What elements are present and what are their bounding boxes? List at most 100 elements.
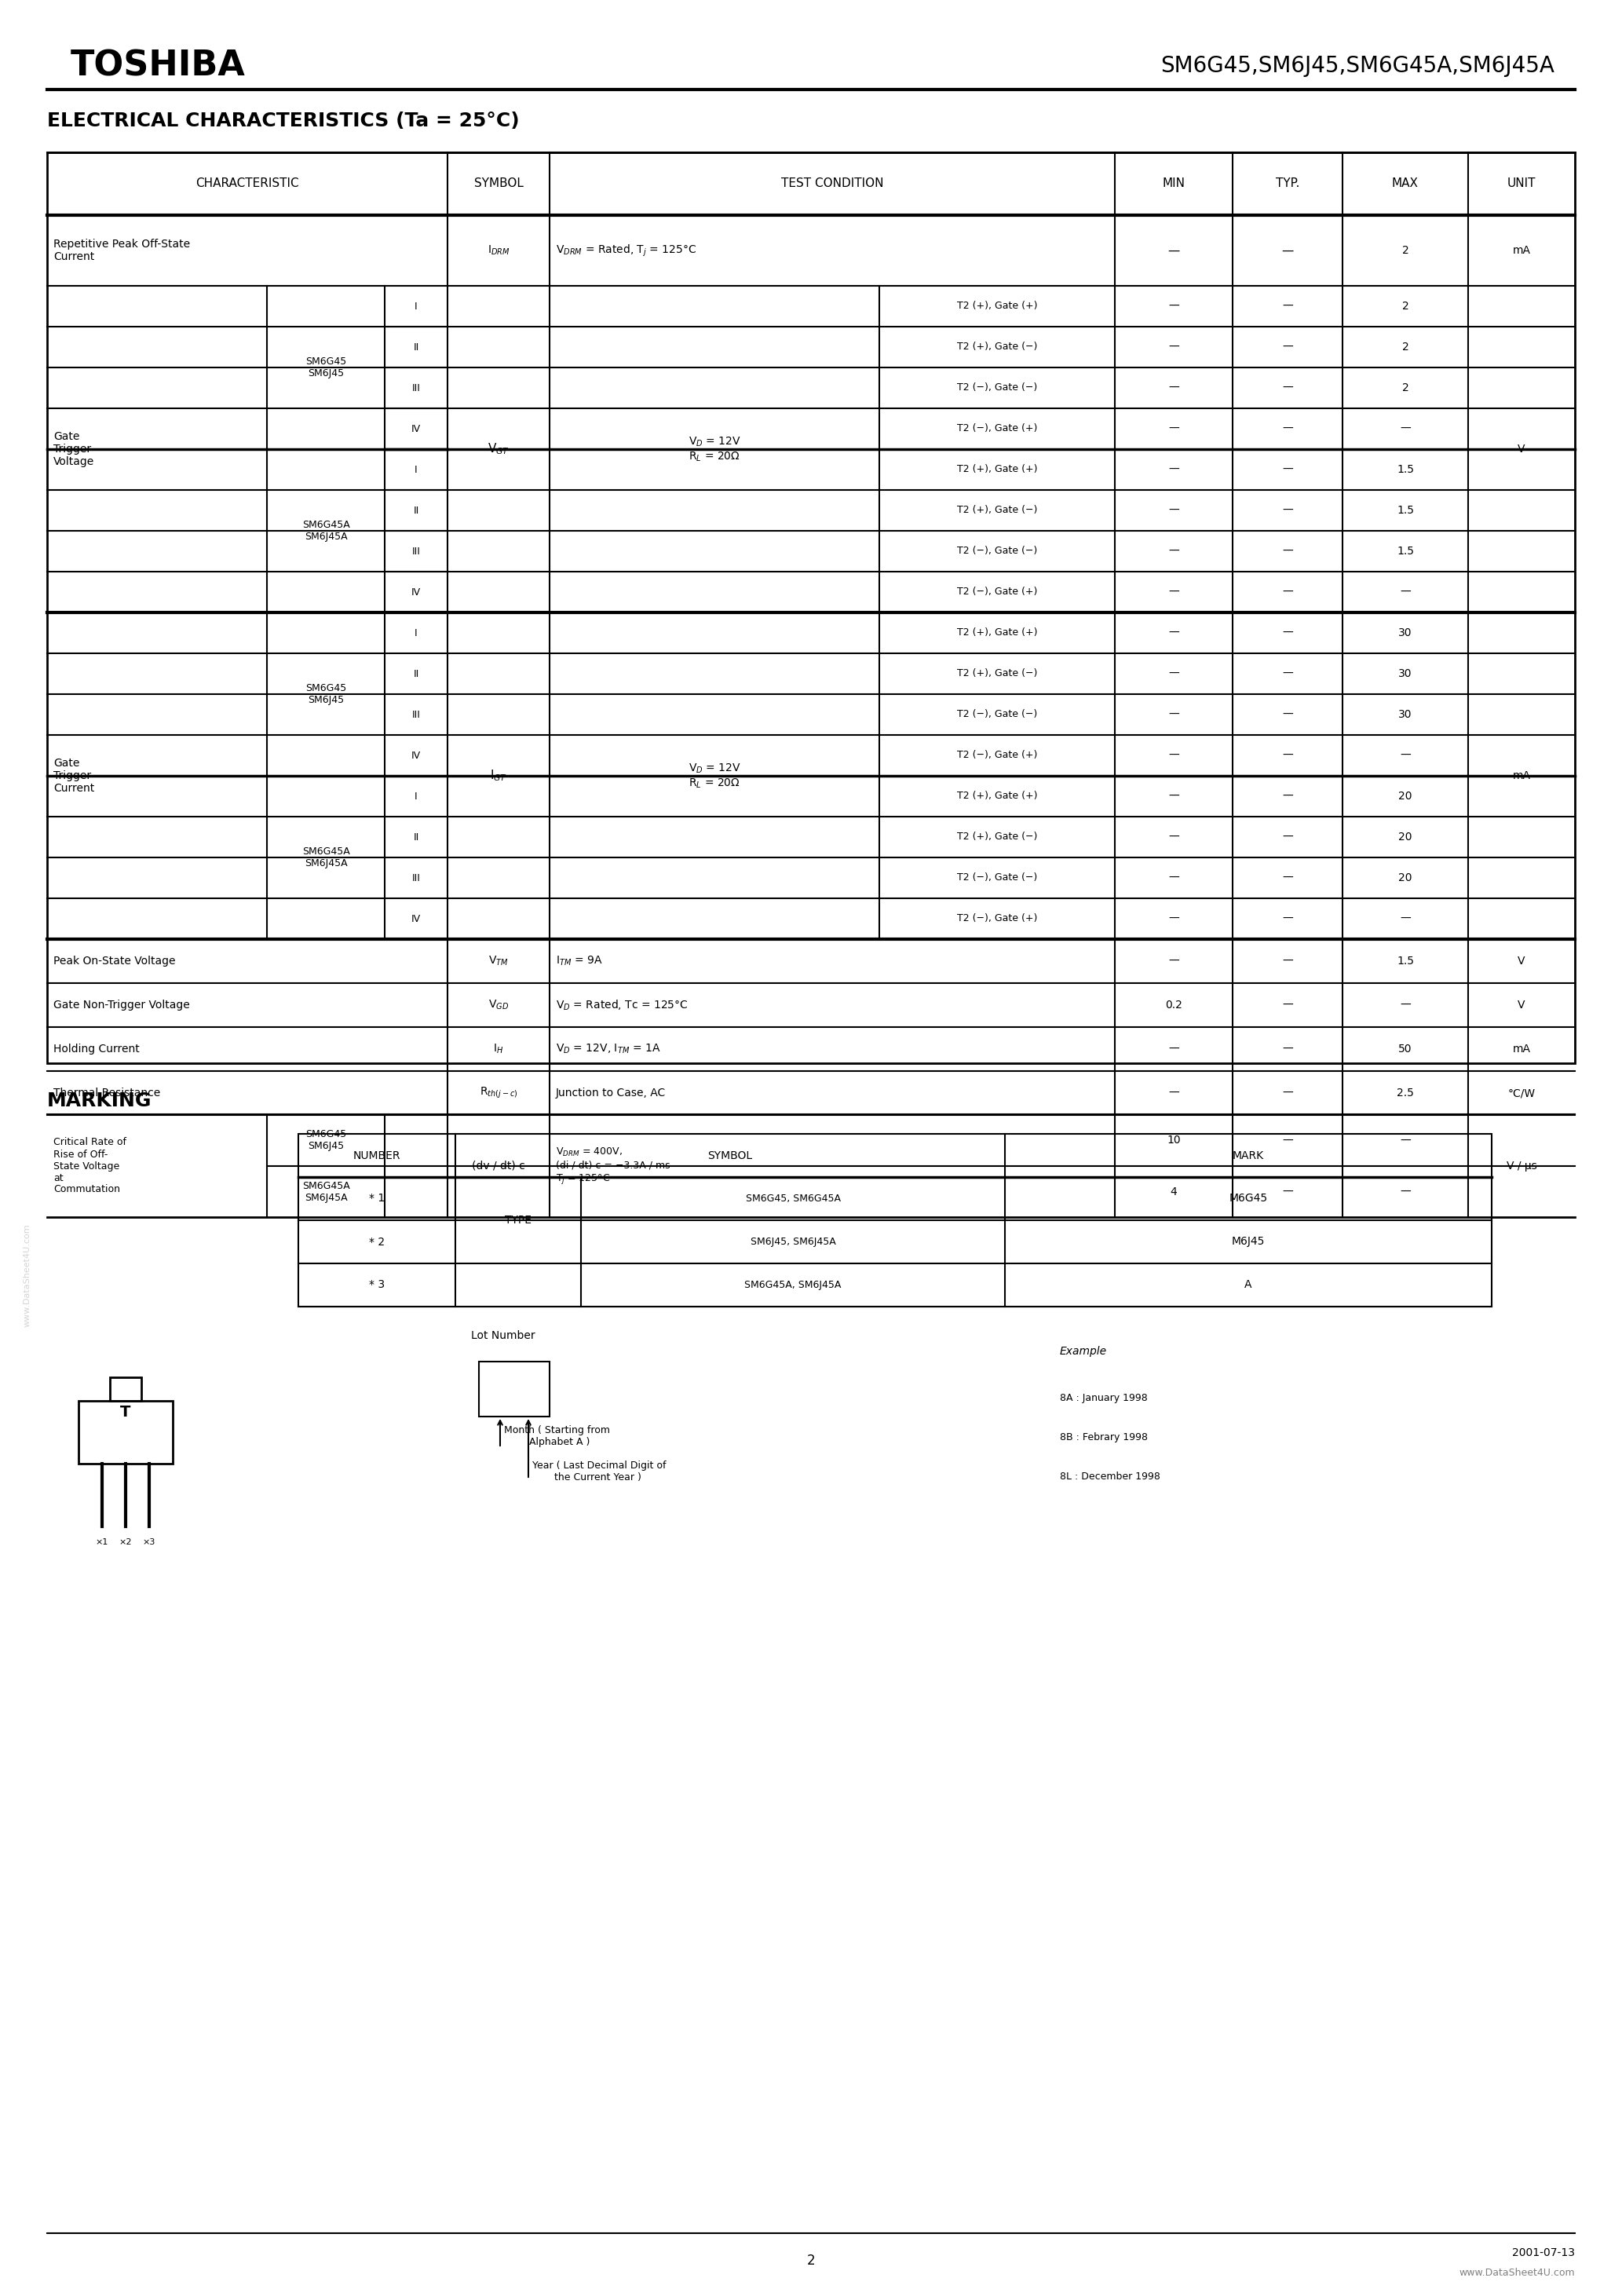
Text: —: — — [1281, 383, 1293, 393]
Text: —: — — [1281, 751, 1293, 760]
Text: 30: 30 — [1398, 627, 1413, 638]
Text: V$_{GD}$: V$_{GD}$ — [488, 999, 509, 1013]
Text: SM6G45A, SM6J45A: SM6G45A, SM6J45A — [744, 1279, 842, 1290]
Text: 2: 2 — [1401, 383, 1410, 393]
Text: Gate Non-Trigger Voltage: Gate Non-Trigger Voltage — [54, 999, 190, 1010]
Text: IV: IV — [412, 914, 420, 923]
Text: SM6G45A
SM6J45A: SM6G45A SM6J45A — [302, 1180, 350, 1203]
Text: IV: IV — [412, 425, 420, 434]
Text: I: I — [415, 627, 417, 638]
Text: —: — — [1400, 1134, 1411, 1146]
Text: MAX: MAX — [1392, 177, 1419, 191]
Text: mA: mA — [1512, 246, 1531, 255]
Text: V$_D$ = 12V
R$_L$ = 20Ω: V$_D$ = 12V R$_L$ = 20Ω — [688, 762, 741, 790]
Text: SM6J45, SM6J45A: SM6J45, SM6J45A — [751, 1238, 835, 1247]
Text: —: — — [1281, 668, 1293, 680]
Text: —: — — [1281, 1045, 1293, 1054]
Text: —: — — [1168, 342, 1179, 354]
Text: V$_{GT}$: V$_{GT}$ — [488, 441, 509, 457]
Text: 20: 20 — [1398, 872, 1413, 884]
Text: (dv / dt) c: (dv / dt) c — [472, 1159, 526, 1171]
Text: SM6G45
SM6J45: SM6G45 SM6J45 — [305, 1130, 347, 1153]
Text: 2: 2 — [1401, 301, 1410, 312]
Text: SM6G45
SM6J45: SM6G45 SM6J45 — [305, 684, 347, 705]
Text: Holding Current: Holding Current — [54, 1045, 139, 1054]
Text: A: A — [1244, 1279, 1252, 1290]
Text: —: — — [1168, 585, 1179, 597]
Text: V$_D$ = 12V
R$_L$ = 20Ω: V$_D$ = 12V R$_L$ = 20Ω — [688, 436, 741, 464]
Text: —: — — [1281, 546, 1293, 556]
Text: —: — — [1281, 1134, 1293, 1146]
Text: T2 (+), Gate (−): T2 (+), Gate (−) — [957, 831, 1036, 843]
Text: —: — — [1400, 1187, 1411, 1196]
Text: —: — — [1281, 627, 1293, 638]
Text: mA: mA — [1512, 769, 1531, 781]
Text: T2 (+), Gate (+): T2 (+), Gate (+) — [957, 301, 1038, 312]
Text: I$_H$: I$_H$ — [493, 1042, 504, 1056]
Text: 20: 20 — [1398, 831, 1413, 843]
Text: —: — — [1168, 505, 1179, 517]
Text: —: — — [1281, 246, 1293, 257]
Text: —: — — [1281, 831, 1293, 843]
Text: —: — — [1281, 709, 1293, 721]
Text: * 2: * 2 — [368, 1235, 384, 1247]
Bar — [78, 1401, 172, 1463]
Text: Lot Number: Lot Number — [470, 1329, 535, 1341]
Text: M6G45: M6G45 — [1229, 1194, 1267, 1203]
Text: —: — — [1281, 999, 1293, 1010]
Text: —: — — [1281, 955, 1293, 967]
Text: V$_{DRM}$ = Rated, T$_j$ = 125°C: V$_{DRM}$ = Rated, T$_j$ = 125°C — [556, 243, 697, 257]
Text: 1.5: 1.5 — [1397, 505, 1414, 517]
Text: mA: mA — [1512, 1045, 1531, 1054]
Text: 50: 50 — [1398, 1045, 1413, 1054]
Text: I: I — [415, 792, 417, 801]
Text: TOSHIBA: TOSHIBA — [71, 48, 245, 83]
Text: ×2: ×2 — [118, 1538, 131, 1545]
Text: 1.5: 1.5 — [1397, 464, 1414, 475]
Text: T2 (+), Gate (−): T2 (+), Gate (−) — [957, 668, 1036, 680]
Text: 2: 2 — [806, 2255, 816, 2268]
Text: T2 (−), Gate (−): T2 (−), Gate (−) — [957, 546, 1036, 556]
Text: —: — — [1168, 246, 1179, 257]
Text: ELECTRICAL CHARACTERISTICS (Ta = 25°C): ELECTRICAL CHARACTERISTICS (Ta = 25°C) — [47, 113, 519, 131]
Text: II: II — [414, 831, 418, 843]
Text: —: — — [1281, 505, 1293, 517]
Text: TYPE: TYPE — [504, 1215, 532, 1226]
Text: UNIT: UNIT — [1507, 177, 1536, 191]
Text: T2 (−), Gate (−): T2 (−), Gate (−) — [957, 709, 1036, 719]
Text: V$_{DRM}$ = 400V,
(di / dt) c = −3.3A / ms
T$_j$ = 125°C: V$_{DRM}$ = 400V, (di / dt) c = −3.3A / … — [556, 1146, 670, 1185]
Text: —: — — [1168, 709, 1179, 721]
Text: TYP.: TYP. — [1275, 177, 1299, 191]
Text: MARKING: MARKING — [47, 1091, 152, 1111]
Text: —: — — [1168, 831, 1179, 843]
Text: —: — — [1281, 872, 1293, 884]
Text: 2.5: 2.5 — [1397, 1088, 1414, 1097]
Text: —: — — [1168, 546, 1179, 556]
Text: T2 (+), Gate (+): T2 (+), Gate (+) — [957, 464, 1038, 475]
Text: V$_D$ = Rated, Tc = 125°C: V$_D$ = Rated, Tc = 125°C — [556, 999, 688, 1013]
Text: T2 (−), Gate (+): T2 (−), Gate (+) — [957, 914, 1036, 923]
Text: —: — — [1168, 955, 1179, 967]
Text: SYMBOL: SYMBOL — [474, 177, 524, 191]
Text: V$_D$ = 12V, I$_{TM}$ = 1A: V$_D$ = 12V, I$_{TM}$ = 1A — [556, 1042, 660, 1056]
Bar — [110, 1378, 141, 1401]
Text: 1.5: 1.5 — [1397, 955, 1414, 967]
Text: —: — — [1168, 464, 1179, 475]
Text: 10: 10 — [1166, 1134, 1181, 1146]
Text: I$_{TM}$ = 9A: I$_{TM}$ = 9A — [556, 955, 603, 967]
Bar — [47, 152, 1575, 1063]
Text: II: II — [414, 668, 418, 680]
Text: —: — — [1281, 1088, 1293, 1097]
Text: ×1: ×1 — [96, 1538, 109, 1545]
Bar — [298, 1134, 1492, 1306]
Text: M6J45: M6J45 — [1231, 1235, 1265, 1247]
Text: —: — — [1168, 751, 1179, 760]
Text: Critical Rate of
Rise of Off-
State Voltage
at
Commutation: Critical Rate of Rise of Off- State Volt… — [54, 1137, 127, 1194]
Text: —: — — [1168, 668, 1179, 680]
Text: —: — — [1168, 1045, 1179, 1054]
Text: T: T — [120, 1405, 131, 1421]
Text: 1.5: 1.5 — [1397, 546, 1414, 556]
Text: III: III — [412, 546, 420, 556]
Text: T2 (+), Gate (+): T2 (+), Gate (+) — [957, 792, 1038, 801]
Text: Peak On-State Voltage: Peak On-State Voltage — [54, 955, 175, 967]
